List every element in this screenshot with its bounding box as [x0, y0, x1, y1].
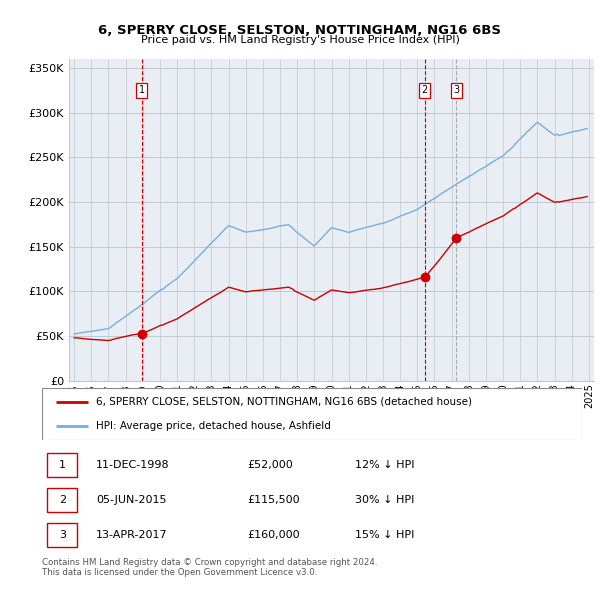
- Text: 15% ↓ HPI: 15% ↓ HPI: [355, 530, 415, 540]
- FancyBboxPatch shape: [47, 453, 77, 477]
- Text: 3: 3: [454, 86, 460, 95]
- FancyBboxPatch shape: [47, 523, 77, 547]
- Text: HPI: Average price, detached house, Ashfield: HPI: Average price, detached house, Ashf…: [96, 421, 331, 431]
- Text: 11-DEC-1998: 11-DEC-1998: [96, 460, 170, 470]
- FancyBboxPatch shape: [42, 388, 582, 440]
- Text: 12% ↓ HPI: 12% ↓ HPI: [355, 460, 415, 470]
- Text: £52,000: £52,000: [247, 460, 293, 470]
- Text: 1: 1: [139, 86, 145, 95]
- Text: 30% ↓ HPI: 30% ↓ HPI: [355, 495, 415, 505]
- Text: 2: 2: [422, 86, 428, 95]
- Text: £160,000: £160,000: [247, 530, 300, 540]
- Text: 6, SPERRY CLOSE, SELSTON, NOTTINGHAM, NG16 6BS (detached house): 6, SPERRY CLOSE, SELSTON, NOTTINGHAM, NG…: [96, 396, 472, 407]
- FancyBboxPatch shape: [47, 488, 77, 512]
- Text: 3: 3: [59, 530, 66, 540]
- Text: 6, SPERRY CLOSE, SELSTON, NOTTINGHAM, NG16 6BS: 6, SPERRY CLOSE, SELSTON, NOTTINGHAM, NG…: [98, 24, 502, 37]
- Text: 05-JUN-2015: 05-JUN-2015: [96, 495, 167, 505]
- Text: 2: 2: [59, 495, 66, 505]
- Text: 1: 1: [59, 460, 66, 470]
- Text: 13-APR-2017: 13-APR-2017: [96, 530, 167, 540]
- Text: £115,500: £115,500: [247, 495, 300, 505]
- Text: Contains HM Land Registry data © Crown copyright and database right 2024.
This d: Contains HM Land Registry data © Crown c…: [42, 558, 377, 577]
- Text: Price paid vs. HM Land Registry's House Price Index (HPI): Price paid vs. HM Land Registry's House …: [140, 35, 460, 45]
